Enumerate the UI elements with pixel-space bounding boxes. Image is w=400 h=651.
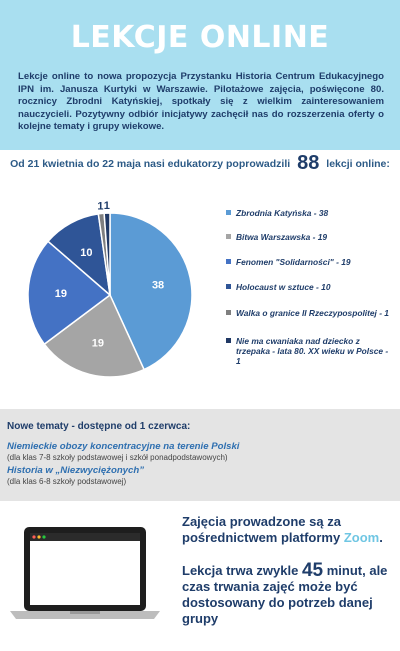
legend-swatch xyxy=(226,259,231,264)
platform-end: . xyxy=(379,530,383,545)
legend-item: Fenomen "Solidarności" - 19 xyxy=(226,257,391,267)
platform-info: Zajęcia prowadzone są za pośrednictwem p… xyxy=(182,514,392,546)
legend-label: Fenomen "Solidarności" - 19 xyxy=(236,257,351,267)
platform-name: Zoom xyxy=(343,530,380,545)
legend-item: Nie ma cwaniaka nad dziecko z trzepaka -… xyxy=(226,336,391,366)
pie-data-label: 1 xyxy=(104,200,110,212)
lessons-summary: Od 21 kwietnia do 22 maja nasi edukatorz… xyxy=(0,152,400,175)
pie-slice xyxy=(103,212,111,296)
legend-swatch xyxy=(226,210,231,215)
platform-text: Zajęcia prowadzone są za pośrednictwem p… xyxy=(182,514,341,545)
legend-item: Zbrodnia Katyńska - 38 xyxy=(226,208,391,218)
legend-label: Nie ma cwaniaka nad dziecko z trzepaka -… xyxy=(236,336,389,366)
lessons-count: 88 xyxy=(297,152,320,174)
duration-value: 45 xyxy=(301,560,324,581)
topic-title: Niemieckie obozy koncentracyjne na teren… xyxy=(7,441,240,452)
legend-item: Holocaust w sztuce - 10 xyxy=(226,282,391,292)
lessons-pie-chart: 38 19 19 10 1 1 xyxy=(27,200,193,378)
pie-slice xyxy=(27,240,112,346)
legend-swatch xyxy=(226,234,231,239)
legend-swatch xyxy=(226,284,231,289)
pie-data-label: 19 xyxy=(55,288,67,300)
duration-info: Lekcja trwa zwykle 45 minut, ale czas tr… xyxy=(182,560,392,627)
laptop-icon xyxy=(10,527,160,619)
duration-after: minut, ale czas trwania zajęć może być d… xyxy=(182,563,388,626)
new-topics-heading: Nowe tematy - dostępne od 1 czerwca: xyxy=(7,421,191,432)
pie-data-label: 38 xyxy=(152,280,164,292)
duration-before: Lekcja trwa zwykle xyxy=(182,563,299,578)
topic-title: Historia w „Niezwyciężonych” xyxy=(7,465,145,476)
header-banner: LEKCJE ONLINE Lekcje online to nowa prop… xyxy=(0,0,400,150)
topic-note: (dla klas 7-8 szkoły podstawowej i szkół… xyxy=(7,453,228,462)
legend-item: Walka o granice II Rzeczypospolitej - 1 xyxy=(226,308,391,318)
intro-paragraph: Lekcje online to nowa propozycja Przysta… xyxy=(18,71,384,133)
new-topics-section: Nowe tematy - dostępne od 1 czerwca: Nie… xyxy=(0,409,400,501)
legend-swatch xyxy=(226,338,231,343)
legend-label: Bitwa Warszawska - 19 xyxy=(236,232,328,242)
legend-label: Walka o granice II Rzeczypospolitej - 1 xyxy=(236,308,389,318)
summary-before: Od 21 kwietnia do 22 maja nasi edukatorz… xyxy=(10,158,291,170)
topic-note: (dla klas 6-8 szkoły podstawowej) xyxy=(7,477,127,486)
legend-label: Zbrodnia Katyńska - 38 xyxy=(236,208,329,218)
pie-slice xyxy=(43,293,146,378)
pie-data-label: 1 xyxy=(97,201,103,213)
page-title: LEKCJE ONLINE xyxy=(70,20,330,55)
pie-slice xyxy=(109,212,193,371)
pie-data-label: 10 xyxy=(80,247,92,259)
legend-label: Holocaust w sztuce - 10 xyxy=(236,282,331,292)
summary-after: lekcji online: xyxy=(326,158,390,170)
legend-item: Bitwa Warszawska - 19 xyxy=(226,232,391,242)
legend-swatch xyxy=(226,310,231,315)
pie-data-label: 19 xyxy=(92,338,104,350)
